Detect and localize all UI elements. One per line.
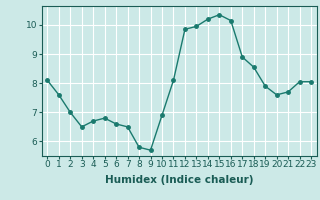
X-axis label: Humidex (Indice chaleur): Humidex (Indice chaleur) xyxy=(105,175,253,185)
